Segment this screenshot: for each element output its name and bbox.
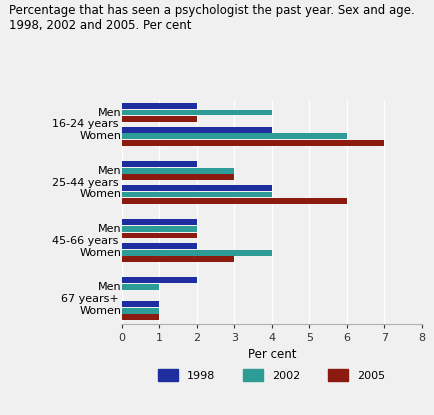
Text: Women: Women bbox=[79, 306, 122, 316]
Bar bbox=[122, 192, 271, 198]
Bar bbox=[122, 168, 234, 173]
Text: 16-24 years: 16-24 years bbox=[52, 120, 118, 129]
Text: Women: Women bbox=[79, 248, 122, 258]
Bar bbox=[122, 277, 196, 283]
Bar bbox=[122, 219, 196, 225]
Bar bbox=[122, 301, 159, 307]
Text: Percentage that has seen a psychologist the past year. Sex and age.
1998, 2002 a: Percentage that has seen a psychologist … bbox=[9, 4, 414, 32]
Bar bbox=[122, 110, 271, 115]
Bar bbox=[122, 174, 234, 180]
Bar bbox=[122, 198, 346, 204]
Bar bbox=[122, 226, 196, 232]
Text: 67 years+: 67 years+ bbox=[61, 294, 118, 304]
Text: Men: Men bbox=[98, 282, 122, 292]
Bar bbox=[122, 308, 159, 314]
Bar bbox=[122, 315, 159, 320]
Bar bbox=[122, 250, 271, 256]
Bar bbox=[122, 103, 196, 109]
Bar bbox=[122, 256, 234, 262]
X-axis label: Per cent: Per cent bbox=[247, 348, 296, 361]
Bar bbox=[122, 134, 346, 139]
Text: Women: Women bbox=[79, 190, 122, 200]
Bar bbox=[122, 140, 384, 146]
Bar bbox=[122, 116, 196, 122]
Text: 25-44 years: 25-44 years bbox=[52, 178, 118, 188]
Text: Men: Men bbox=[98, 166, 122, 176]
Legend: 1998, 2002, 2005: 1998, 2002, 2005 bbox=[154, 365, 389, 386]
Text: Men: Men bbox=[98, 107, 122, 117]
Text: 45-66 years: 45-66 years bbox=[53, 236, 118, 246]
Bar bbox=[122, 243, 196, 249]
Bar bbox=[122, 232, 196, 238]
Bar bbox=[122, 185, 271, 191]
Text: Men: Men bbox=[98, 224, 122, 234]
Bar bbox=[122, 127, 271, 133]
Text: Women: Women bbox=[79, 132, 122, 142]
Bar bbox=[122, 161, 196, 167]
Bar bbox=[122, 284, 159, 290]
